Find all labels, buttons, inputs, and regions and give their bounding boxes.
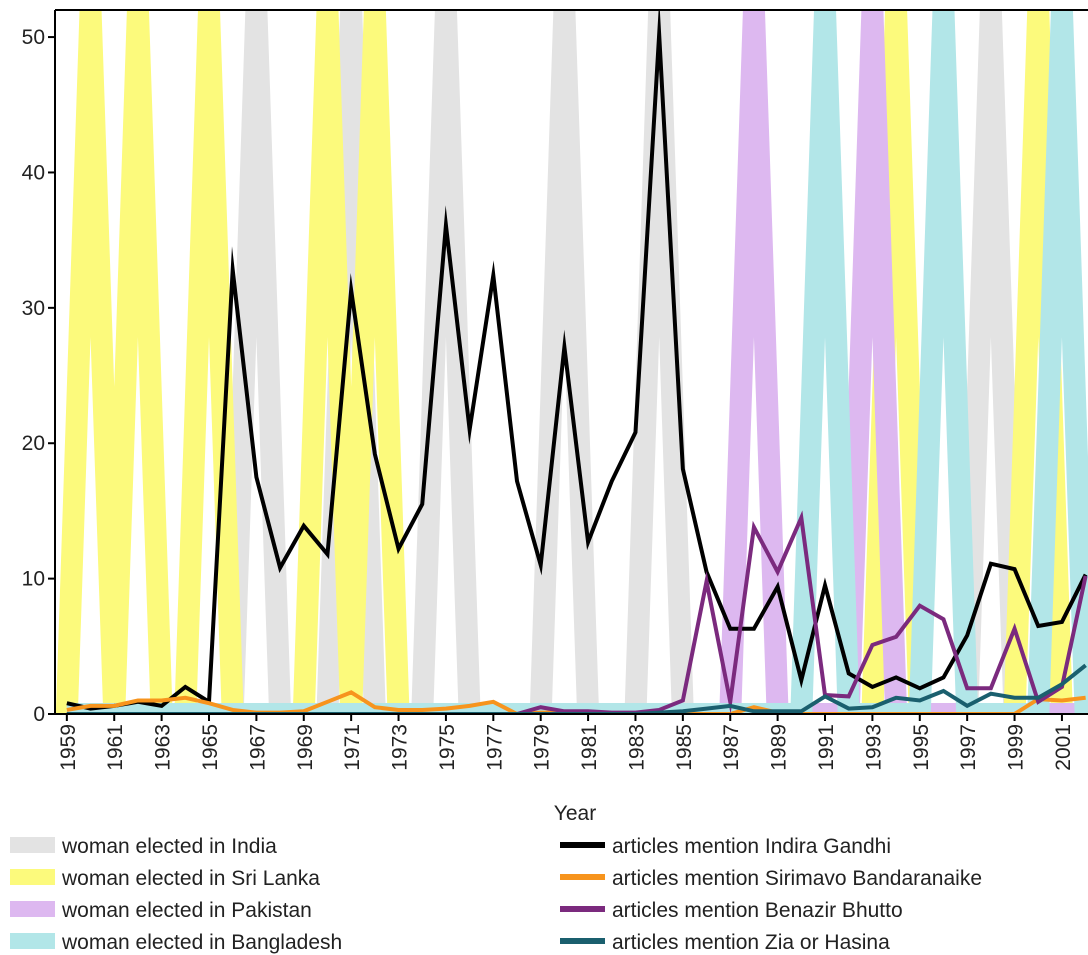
series-line [66,510,1088,714]
series-line [66,10,1088,711]
legend-label: articles mention Indira Gandhi [612,835,891,858]
x-tick-label: 1965 [199,724,222,771]
x-tick-label: 2001 [1052,724,1075,771]
x-tick-label: 1985 [673,724,696,771]
x-tick-label: 1959 [57,724,80,771]
legend-label: articles mention Sirimavo Bandaranaike [612,867,982,890]
legend-label: woman elected in Bangladesh [61,931,342,954]
x-tick-label: 1999 [1005,724,1028,771]
x-tick-label: 1983 [625,724,648,771]
x-tick-label: 1979 [531,724,554,771]
x-tick-label: 1973 [389,724,412,771]
y-tick-label: 50 [22,26,45,49]
x-tick-label: 1969 [294,724,317,771]
x-tick-label: 1993 [862,724,885,771]
x-axis-label: Year [554,802,596,825]
legend-label: woman elected in India [61,835,277,858]
x-tick-label: 1975 [436,724,459,771]
x-tick-label: 1995 [910,724,933,771]
x-tick-label: 1977 [483,724,506,771]
x-tick-label: 1997 [957,724,980,771]
y-tick-label: 40 [22,161,45,184]
x-tick-label: 1961 [104,724,127,771]
y-tick-label: 30 [22,297,45,320]
series-line [66,663,1087,714]
x-tick-label: 1987 [720,724,743,771]
x-tick-label: 1967 [246,724,269,771]
x-tick-label: 1991 [815,724,838,771]
line-layer [66,10,1088,714]
y-tick-label: 0 [33,703,45,726]
y-tick-label: 10 [22,568,45,591]
x-tick-label: 1971 [341,724,364,771]
legend-label: woman elected in Sri Lanka [61,867,320,890]
x-tick-label: 1989 [768,724,791,771]
x-tick-label: 1963 [152,724,175,771]
legend-label: woman elected in Pakistan [61,899,312,922]
legend-label: articles mention Benazir Bhutto [612,899,903,922]
legend-label: articles mention Zia or Hasina [612,931,890,954]
spike-layer [55,10,1088,714]
y-tick-label: 20 [22,432,45,455]
x-tick-label: 1981 [578,724,601,771]
